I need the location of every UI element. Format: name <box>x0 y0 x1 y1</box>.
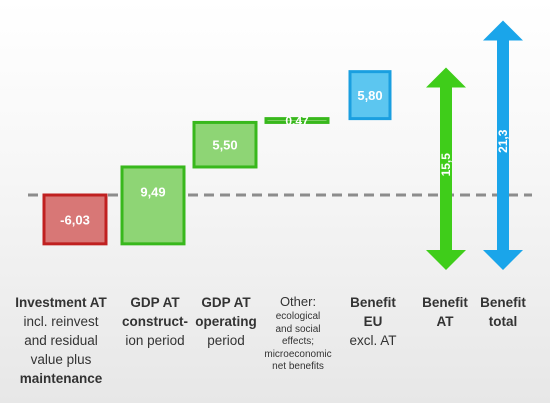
waterfall-chart: -6,03 9,49 5,50 0,47 5,80 15,5 21,3 <box>28 20 532 270</box>
double-arrow-0 <box>426 67 466 270</box>
category-label-other: Other: ecological and social effects; mi… <box>264 294 332 372</box>
arrow-value-label-1: 21,3 <box>496 129 510 153</box>
category-label-investment: Investment AT incl. reinvest and residua… <box>15 295 107 386</box>
bar-3 <box>264 117 330 124</box>
bar-4 <box>348 70 392 121</box>
bar-1 <box>120 165 186 246</box>
bar-2 <box>192 120 258 169</box>
category-label-gdp-operating: GDP AT operating period <box>195 295 257 348</box>
bar-0 <box>42 193 108 246</box>
bar-value-label-0: -6,03 <box>60 212 90 227</box>
bar-value-label-4: 5,80 <box>357 88 382 103</box>
double-arrow-1 <box>483 20 523 270</box>
bar-value-label-2: 5,50 <box>212 138 237 153</box>
category-label-gdp-construction: GDP AT construct- ion period <box>121 295 188 348</box>
bar-value-label-1: 9,49 <box>140 184 165 199</box>
category-label-benefit-eu: Benefit EU excl. AT <box>349 295 397 348</box>
category-label-benefit-at: Benefit AT <box>422 295 468 329</box>
category-label-benefit-total: Benefit total <box>480 295 526 329</box>
arrow-value-label-0: 15,5 <box>439 153 453 177</box>
bar-value-label-3: 0,47 <box>285 114 309 128</box>
